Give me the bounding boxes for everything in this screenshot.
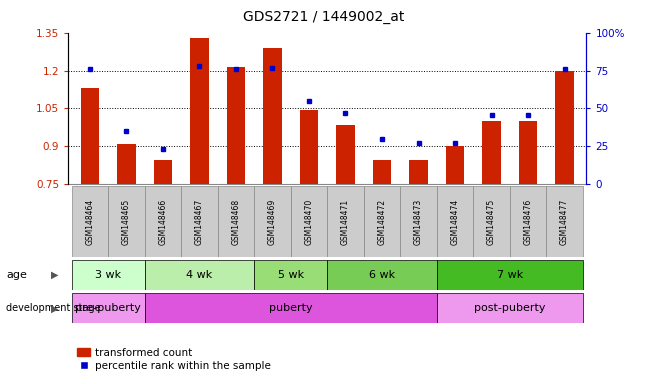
Bar (327, 186, 364, 257)
Bar (546, 186, 583, 257)
Text: 5 wk: 5 wk (278, 270, 304, 280)
Bar (364, 186, 400, 257)
Bar (519, 121, 537, 184)
Bar (254, 186, 291, 257)
Bar (437, 186, 473, 257)
Bar (291, 186, 327, 257)
Bar (327, 260, 437, 290)
Bar (400, 186, 437, 257)
Bar (117, 144, 135, 184)
Text: GSM148472: GSM148472 (378, 199, 386, 245)
Text: post-puberty: post-puberty (474, 303, 546, 313)
Text: GSM148468: GSM148468 (231, 199, 240, 245)
Bar (300, 110, 318, 184)
Legend: transformed count, percentile rank within the sample: transformed count, percentile rank withi… (73, 344, 275, 375)
Bar (145, 293, 437, 323)
Bar (181, 186, 218, 257)
Text: puberty: puberty (269, 303, 312, 313)
Text: development stage: development stage (6, 303, 101, 313)
Bar (373, 160, 391, 184)
Text: GDS2721 / 1449002_at: GDS2721 / 1449002_at (243, 10, 405, 23)
Bar (145, 186, 181, 257)
Bar (81, 88, 99, 184)
Text: age: age (6, 270, 27, 280)
Text: GSM148474: GSM148474 (450, 199, 459, 245)
Text: ▶: ▶ (51, 303, 59, 313)
Text: GSM148465: GSM148465 (122, 199, 131, 245)
Bar (446, 146, 464, 184)
Bar (473, 186, 510, 257)
Bar (108, 186, 145, 257)
Text: GSM148475: GSM148475 (487, 199, 496, 245)
Text: 6 wk: 6 wk (369, 270, 395, 280)
Bar (72, 293, 145, 323)
Bar (145, 260, 254, 290)
Text: 3 wk: 3 wk (95, 270, 121, 280)
Text: GSM148470: GSM148470 (305, 199, 314, 245)
Bar (154, 160, 172, 184)
Text: pre-puberty: pre-puberty (75, 303, 141, 313)
Text: GSM148467: GSM148467 (195, 199, 204, 245)
Text: 4 wk: 4 wk (187, 270, 213, 280)
Bar (227, 67, 245, 184)
Text: GSM148473: GSM148473 (414, 199, 423, 245)
Bar (410, 160, 428, 184)
Text: GSM148471: GSM148471 (341, 199, 350, 245)
Bar (72, 260, 145, 290)
Text: GSM148469: GSM148469 (268, 199, 277, 245)
Text: GSM148477: GSM148477 (560, 199, 569, 245)
Bar (218, 186, 254, 257)
Bar (72, 186, 108, 257)
Bar (555, 71, 573, 184)
Text: GSM148476: GSM148476 (524, 199, 533, 245)
Bar (191, 38, 209, 184)
Bar (482, 121, 501, 184)
Bar (263, 48, 282, 184)
Text: GSM148466: GSM148466 (159, 199, 167, 245)
Text: GSM148464: GSM148464 (86, 199, 95, 245)
Bar (510, 186, 546, 257)
Bar (437, 260, 583, 290)
Bar (437, 293, 583, 323)
Text: 7 wk: 7 wk (496, 270, 523, 280)
Bar (336, 125, 354, 184)
Bar (254, 260, 327, 290)
Text: ▶: ▶ (51, 270, 59, 280)
